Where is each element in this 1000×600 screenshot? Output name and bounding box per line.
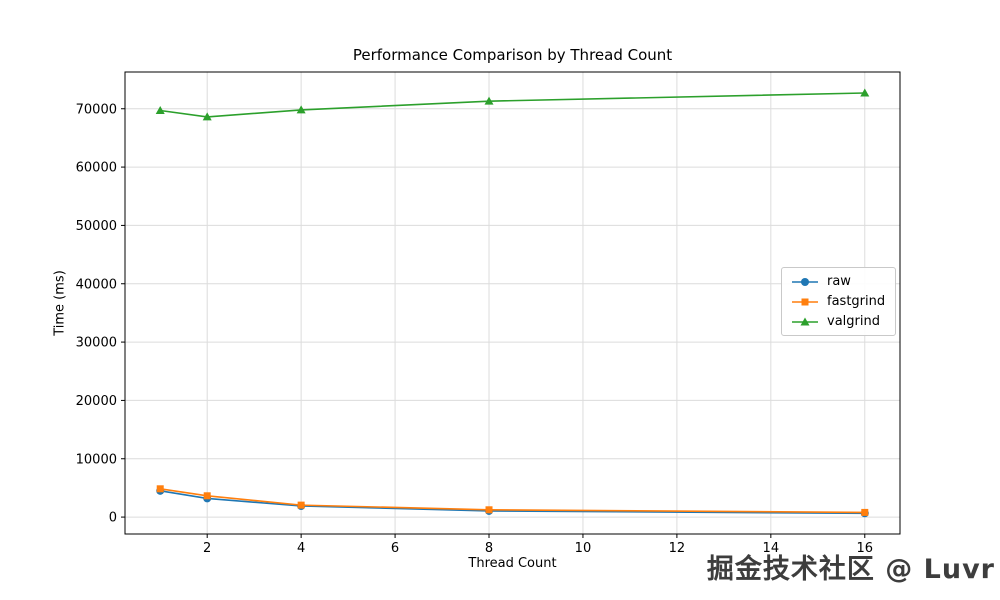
y-tick-label: 0 [109, 511, 117, 526]
y-tick-label: 70000 [76, 102, 117, 117]
data-point-valgrind [296, 105, 306, 114]
data-point-valgrind [484, 96, 494, 105]
data-point-fastgrind [297, 501, 305, 509]
y-tick-label: 20000 [76, 394, 117, 409]
x-tick-label: 16 [856, 541, 873, 556]
y-tick-label: 40000 [76, 277, 117, 292]
data-point-valgrind [860, 88, 870, 97]
legend-label: valgrind [827, 314, 880, 329]
data-point-fastgrind [861, 508, 869, 516]
data-point-valgrind [202, 112, 212, 121]
triangle-marker-icon [792, 317, 818, 325]
legend-item-fastgrind: fastgrind [790, 294, 885, 309]
legend-marker [800, 317, 810, 325]
axes-frame [124, 71, 901, 535]
x-tick-label: 2 [203, 541, 211, 556]
series-line-valgrind [160, 92, 865, 118]
y-tick-label: 60000 [76, 161, 117, 176]
x-tick-label: 12 [669, 541, 686, 556]
x-tick-label: 4 [297, 541, 305, 556]
square-marker-icon [792, 298, 818, 305]
legend-item-valgrind: valgrind [790, 314, 885, 329]
x-tick-label: 8 [485, 541, 493, 556]
circle-marker-icon [792, 277, 818, 286]
series-line-fastgrind [160, 488, 865, 514]
legend-label: raw [827, 274, 851, 289]
y-tick-label: 10000 [76, 452, 117, 467]
legend-marker [801, 277, 809, 286]
legend-label: fastgrind [827, 294, 886, 309]
chart-title: Performance Comparison by Thread Count [352, 46, 673, 64]
legend-item-raw: raw [790, 274, 885, 289]
data-point-valgrind [155, 106, 165, 114]
y-tick-label: 50000 [76, 219, 117, 234]
x-tick-label: 6 [391, 541, 399, 556]
x-tick-label: 14 [763, 541, 780, 556]
data-point-fastgrind [156, 485, 164, 493]
data-point-fastgrind [485, 506, 493, 514]
x-tick-label: 10 [575, 541, 592, 556]
y-tick-label: 30000 [76, 336, 117, 351]
data-point-fastgrind [203, 492, 211, 500]
watermark: 掘金技术社区 @ Luvr [706, 554, 995, 585]
legend-marker [801, 298, 809, 305]
y-axis-label: Time (ms) [52, 270, 68, 336]
x-axis-label: Thread Count [468, 556, 557, 571]
legend: raw fastgrind valgrind [781, 267, 897, 336]
